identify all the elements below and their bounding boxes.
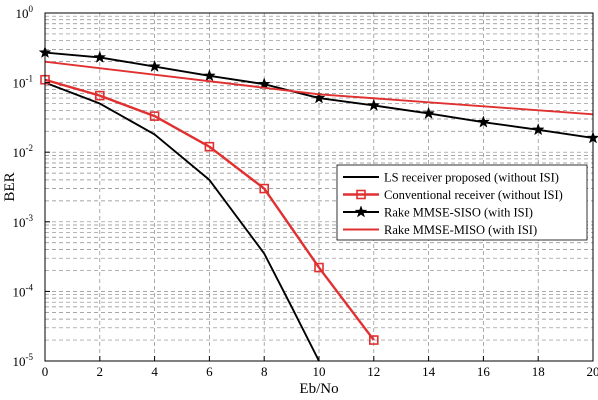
x-tick-label: 12 (367, 364, 380, 379)
y-tick-label: 10-3 (13, 213, 34, 230)
series-point-3 (312, 91, 326, 104)
legend-label-3: Rake MMSE-SISO (with ISI) (384, 206, 533, 220)
series-point-3 (531, 123, 545, 136)
series-point-2 (204, 141, 215, 152)
x-tick-label: 20 (587, 364, 598, 379)
x-axis-label: Eb/No (299, 381, 338, 397)
series-point-3 (257, 77, 271, 90)
y-tick-label: 10-5 (13, 352, 34, 369)
x-tick-label: 4 (151, 364, 158, 379)
y-tick-label: 10-2 (13, 143, 34, 160)
x-tick-label: 2 (97, 364, 104, 379)
series-point-3 (422, 106, 436, 119)
series-point-2 (259, 183, 270, 194)
series-line-2 (45, 78, 375, 341)
x-tick-label: 16 (477, 364, 491, 379)
legend-marker-3 (354, 205, 368, 218)
x-tick-label: 6 (206, 364, 213, 379)
series-point-2 (95, 90, 105, 101)
legend: LS receiver proposed (without ISI) Conven… (336, 164, 588, 241)
series-group (38, 45, 598, 361)
legend-label-4: Rake MMSE-MISO (with ISI) (384, 223, 537, 237)
y-axis-label: BER (2, 172, 18, 201)
legend-label-2: Conventional receiver (without ISI) (384, 188, 563, 202)
y-tick-label: 10-4 (13, 282, 34, 299)
series-line-4 (45, 60, 593, 116)
y-tick-label: 100 (16, 4, 34, 21)
series-point-2 (368, 335, 379, 345)
legend-marker-2 (356, 189, 366, 200)
x-tick-label: 0 (42, 364, 49, 379)
series-point-3 (367, 98, 381, 111)
series-point-3 (148, 59, 162, 73)
series-line-1 (45, 81, 320, 361)
y-tick-label: 10-1 (13, 74, 34, 91)
legend-label-1: LS receiver proposed (without ISI) (384, 171, 559, 185)
x-tick-label: 14 (422, 364, 436, 379)
series-point-3 (202, 69, 216, 82)
x-tick-label: 10 (313, 364, 326, 379)
x-tick-label: 18 (532, 364, 545, 379)
x-tick-label: 8 (261, 364, 268, 379)
series-point-3 (93, 50, 107, 63)
series-point-2 (149, 111, 160, 121)
series-point-3 (476, 115, 490, 128)
series-point-2 (314, 262, 324, 273)
ticks: 0 2 4 6 8 10 12 14 16 18 20 100 10-1 10-2 10-3 10-4 10-5 (13, 4, 598, 379)
